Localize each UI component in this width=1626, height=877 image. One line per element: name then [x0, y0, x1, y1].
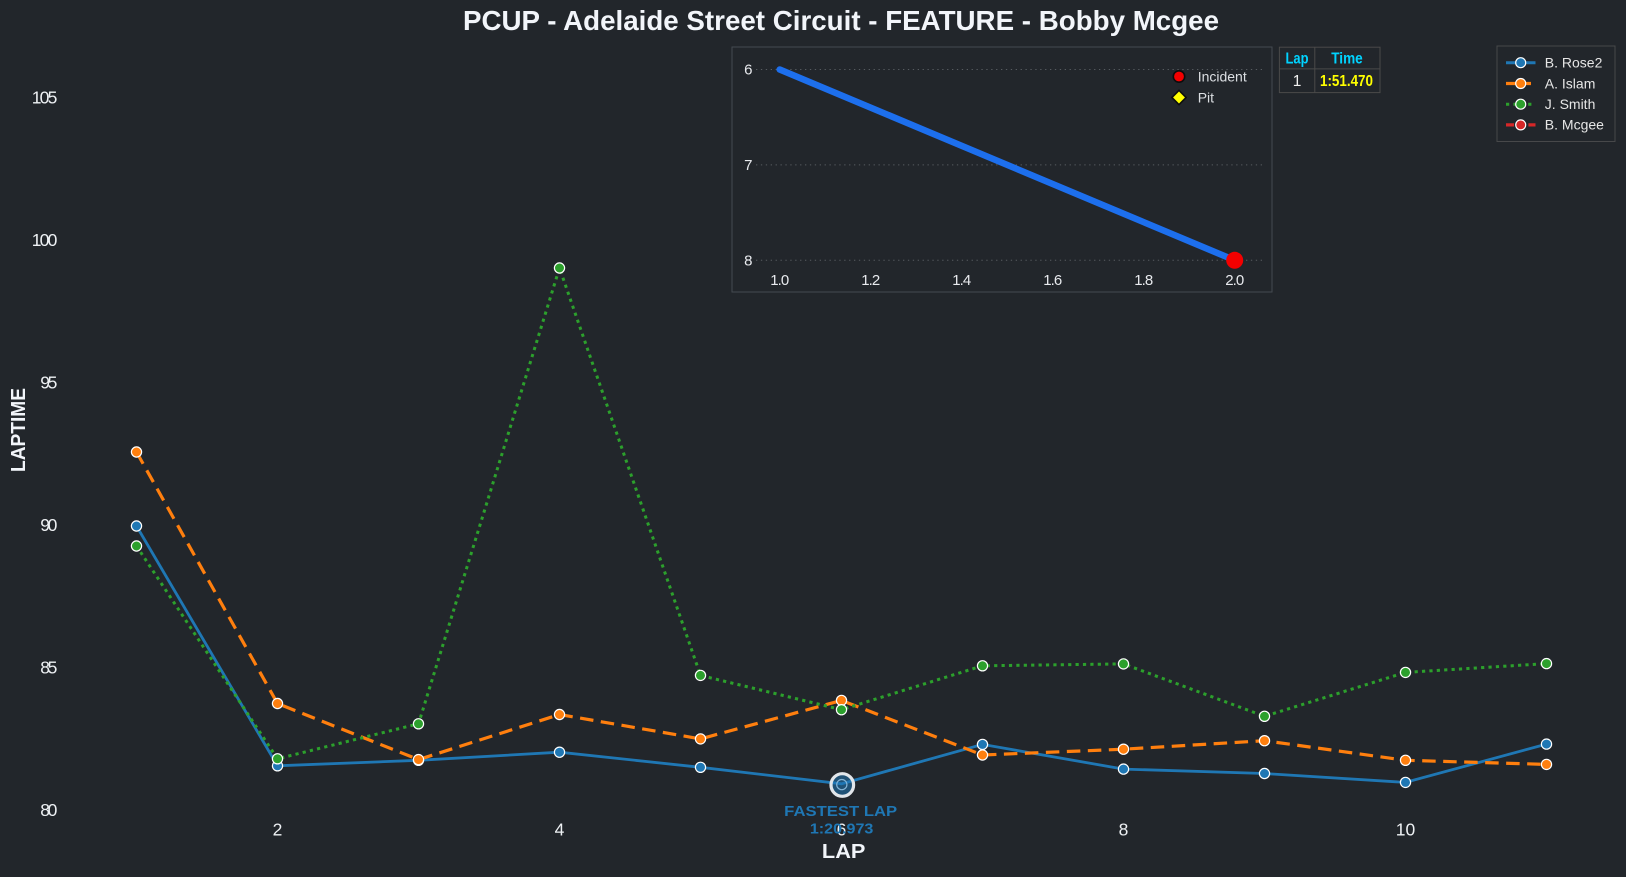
svg-text:1.6: 1.6	[1043, 272, 1062, 289]
svg-text:1.4: 1.4	[952, 272, 971, 289]
svg-text:B. Rose2: B. Rose2	[1545, 55, 1603, 71]
svg-text:B. Mcgee: B. Mcgee	[1545, 117, 1604, 133]
svg-text:LAP: LAP	[822, 841, 866, 863]
svg-text:8: 8	[744, 252, 752, 269]
svg-text:PCUP - Adelaide Street Circuit: PCUP - Adelaide Street Circuit - FEATURE…	[463, 5, 1219, 36]
svg-text:Time: Time	[1331, 51, 1363, 68]
svg-text:2: 2	[273, 820, 283, 840]
svg-text:1: 1	[1293, 73, 1302, 90]
svg-text:95: 95	[40, 373, 57, 393]
svg-text:1:20.973: 1:20.973	[810, 821, 874, 837]
svg-text:90: 90	[40, 515, 57, 535]
svg-text:80: 80	[40, 800, 57, 820]
svg-text:100: 100	[32, 230, 58, 250]
svg-text:1.0: 1.0	[770, 272, 789, 289]
svg-text:7: 7	[744, 157, 752, 174]
svg-text:10: 10	[1396, 820, 1416, 840]
svg-text:FASTEST LAP: FASTEST LAP	[784, 804, 897, 820]
svg-text:1.2: 1.2	[861, 272, 880, 289]
svg-text:Lap: Lap	[1286, 51, 1309, 68]
svg-text:2.0: 2.0	[1225, 272, 1244, 289]
svg-text:LAPTIME: LAPTIME	[8, 388, 30, 472]
svg-text:6: 6	[837, 820, 847, 840]
svg-text:85: 85	[40, 658, 57, 678]
svg-text:105: 105	[32, 88, 58, 108]
svg-text:6: 6	[744, 62, 752, 79]
svg-text:Incident: Incident	[1198, 69, 1247, 85]
svg-text:1:51.470: 1:51.470	[1320, 73, 1373, 90]
svg-text:Pit: Pit	[1198, 90, 1214, 106]
svg-text:4: 4	[555, 820, 565, 840]
svg-text:1.8: 1.8	[1134, 272, 1153, 289]
svg-text:8: 8	[1119, 820, 1129, 840]
svg-text:A. Islam: A. Islam	[1545, 75, 1596, 91]
svg-text:J. Smith: J. Smith	[1545, 96, 1596, 112]
